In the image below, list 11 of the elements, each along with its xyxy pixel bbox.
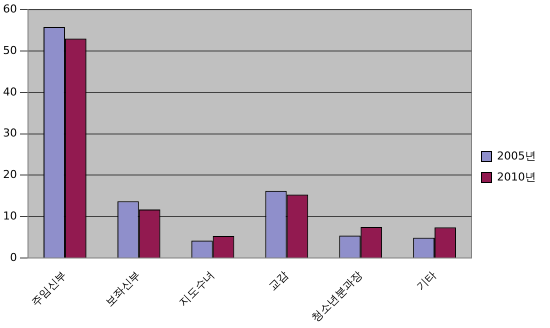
legend-label: 2005년 [497, 149, 536, 162]
y-tick-label: 60 [2, 2, 17, 16]
y-tick-label: 50 [2, 44, 17, 57]
y-tick-label: 40 [2, 85, 17, 98]
y-tick-label: 0 [10, 250, 17, 264]
y-tick-label: 30 [2, 126, 17, 140]
y-tick-label: 10 [2, 209, 17, 222]
x-tick-label: 교감 [266, 268, 291, 294]
x-tick-label: 기타 [414, 268, 439, 294]
legend-label: 2010년 [497, 170, 536, 184]
y-tick-label: 20 [2, 168, 17, 182]
